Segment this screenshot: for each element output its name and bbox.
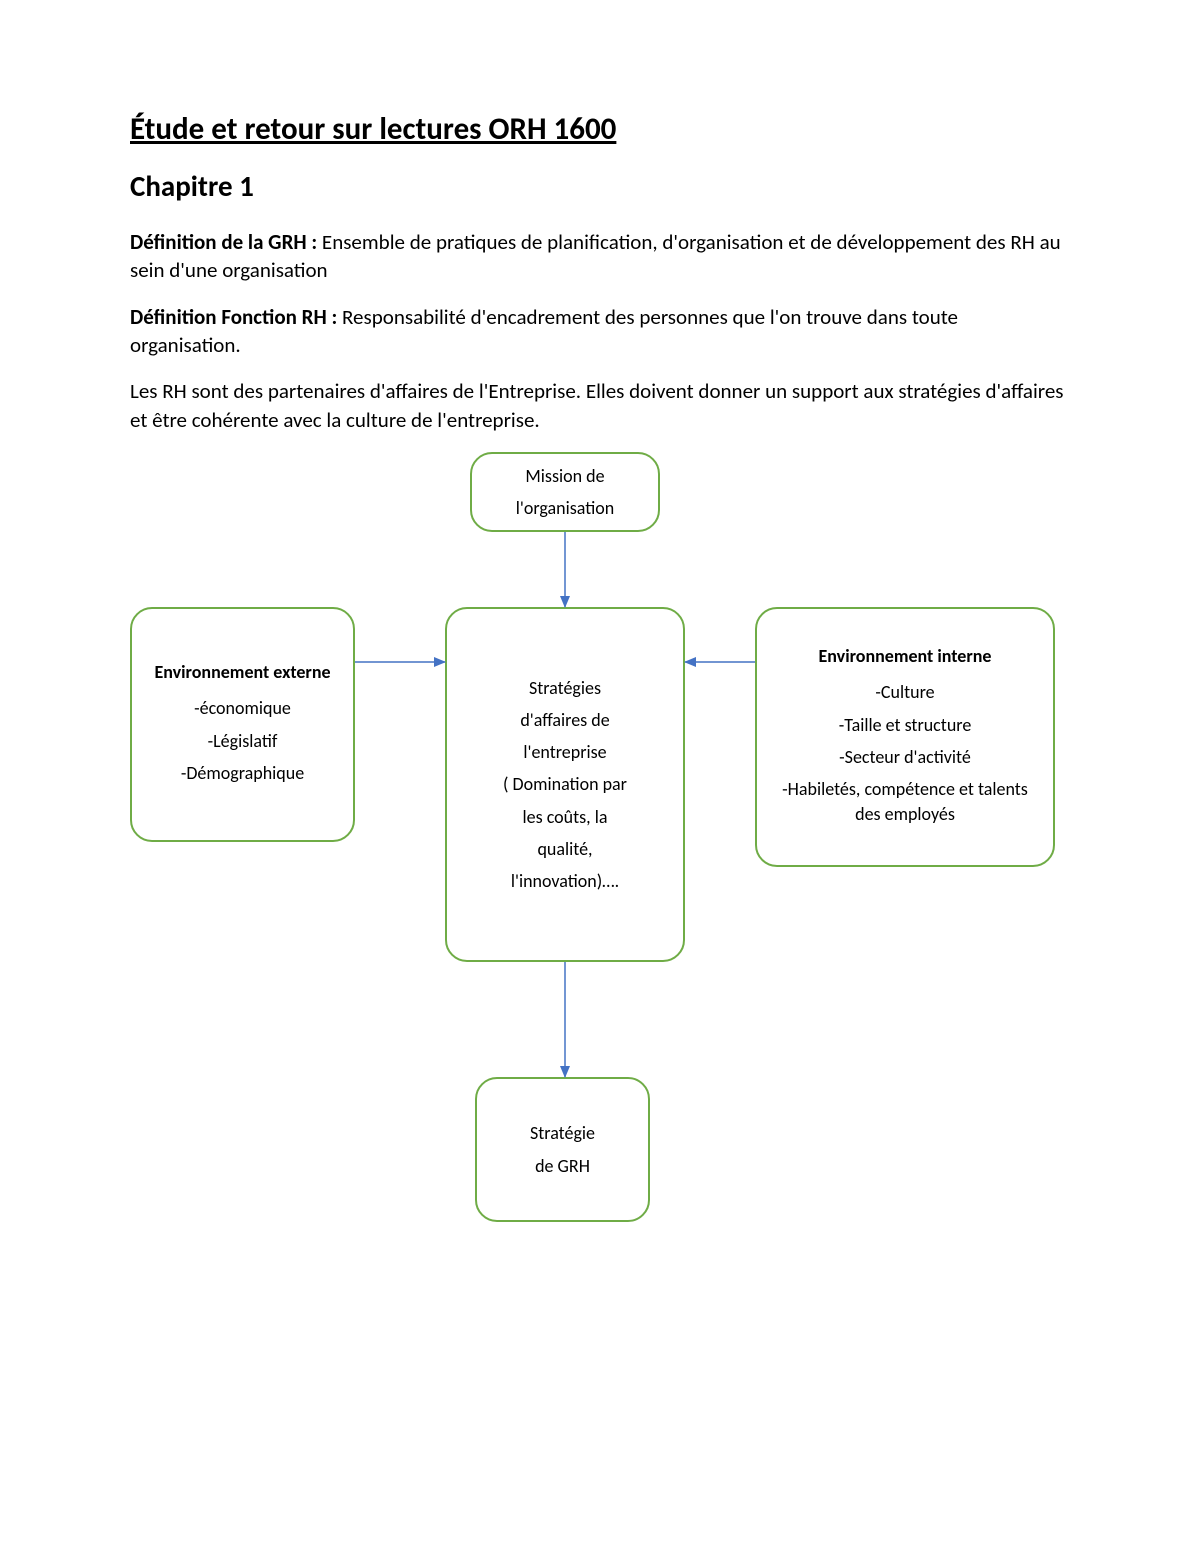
node-interne: Environnement interne -Culture -Taille et … bbox=[755, 607, 1055, 867]
node-externe-line-1: -Législatif bbox=[208, 729, 278, 753]
definition-fonction-rh: Définition Fonction RH : Responsabilité … bbox=[130, 303, 1070, 360]
flowchart-diagram: Mission de l'organisation Environnement ex… bbox=[130, 452, 1070, 1282]
definition-grh: Définition de la GRH : Ensemble de prati… bbox=[130, 228, 1070, 285]
node-mission-line-0: Mission de bbox=[525, 464, 604, 488]
definition-fonction-rh-label: Définition Fonction RH : bbox=[130, 304, 337, 330]
document-page: Étude et retour sur lectures ORH 1600 Ch… bbox=[0, 0, 1200, 1553]
node-strategies-line-0: Stratégies bbox=[529, 676, 601, 700]
node-interne-line-0: -Culture bbox=[875, 680, 934, 704]
node-strategies-line-6: l'innovation)…. bbox=[511, 869, 619, 893]
node-mission: Mission de l'organisation bbox=[470, 452, 660, 532]
node-strategies-line-4: les coûts, la bbox=[523, 805, 608, 829]
node-strategies-line-3: ( Domination par bbox=[503, 772, 627, 796]
node-strategies-line-2: l'entreprise bbox=[523, 740, 606, 764]
node-interne-title: Environnement interne bbox=[819, 644, 992, 668]
node-grh-line-1: de GRH bbox=[535, 1154, 590, 1178]
node-mission-line-1: l'organisation bbox=[516, 496, 614, 520]
definition-grh-label: Définition de la GRH : bbox=[130, 229, 317, 255]
node-interne-line-2: -Secteur d'activité bbox=[839, 745, 971, 769]
node-interne-line-1: -Taille et structure bbox=[839, 713, 972, 737]
node-grh: Stratégie de GRH bbox=[475, 1077, 650, 1222]
node-strategies-line-5: qualité, bbox=[537, 837, 592, 861]
node-grh-line-0: Stratégie bbox=[530, 1121, 595, 1145]
node-externe: Environnement externe -économique -Législa… bbox=[130, 607, 355, 842]
paragraph-partners: Les RH sont des partenaires d'affaires d… bbox=[130, 377, 1070, 434]
page-title: Étude et retour sur lectures ORH 1600 bbox=[130, 110, 1070, 148]
chapter-heading: Chapitre 1 bbox=[130, 168, 1070, 204]
node-strategies: Stratégies d'affaires de l'entreprise ( Dom… bbox=[445, 607, 685, 962]
node-externe-line-0: -économique bbox=[194, 696, 291, 720]
node-externe-line-2: -Démographique bbox=[181, 761, 304, 785]
node-interne-line-3: -Habiletés, compétence et talents des em… bbox=[769, 777, 1041, 826]
node-externe-title: Environnement externe bbox=[154, 660, 330, 684]
node-strategies-line-1: d'affaires de bbox=[520, 708, 609, 732]
